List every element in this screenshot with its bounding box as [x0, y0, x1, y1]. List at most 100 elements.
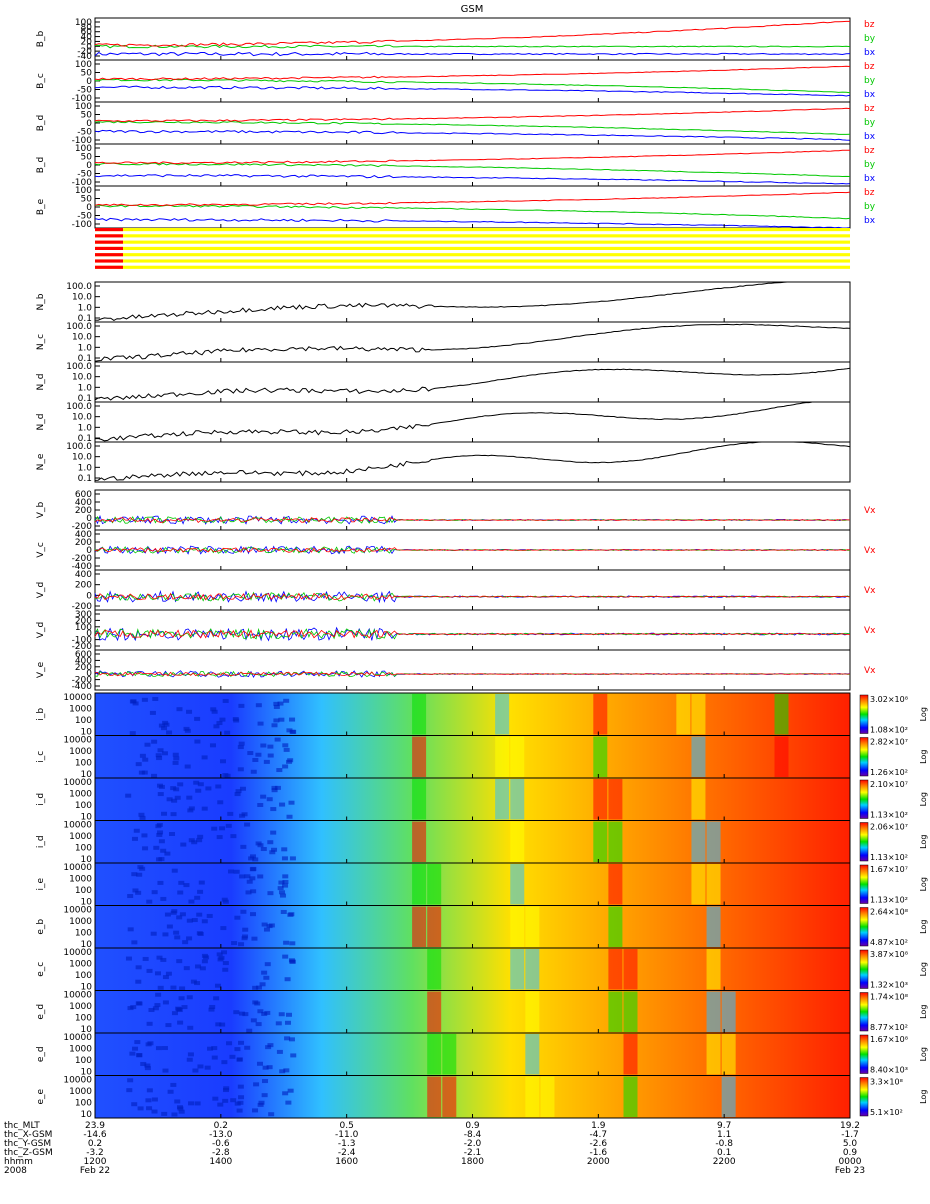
spectrogram-speckle — [273, 704, 280, 709]
spectrogram-speckle — [125, 793, 132, 798]
bz-series-line — [94, 65, 851, 81]
spectrogram-speckle — [239, 786, 246, 791]
density-series-line — [94, 401, 850, 442]
spectrogram-fill — [95, 906, 850, 948]
ytick-label: 100 — [75, 1056, 92, 1066]
ytick-label: 400 — [75, 656, 92, 666]
ytick-label: 1000 — [69, 790, 92, 800]
spectrogram-speckle — [146, 1106, 153, 1111]
spectrogram-speckle — [135, 979, 142, 984]
ytick-label: 60 — [81, 28, 93, 38]
spectrogram-band — [691, 821, 706, 862]
spectrogram-speckle — [171, 1011, 178, 1016]
ytick-label: 10.0 — [72, 453, 92, 463]
spectrogram-band — [510, 821, 525, 862]
flag-stripe-red — [95, 259, 123, 263]
ytick-label: -50 — [77, 128, 92, 138]
spectrogram-band — [510, 779, 525, 820]
spectrogram-speckle — [131, 836, 138, 841]
spectrogram-speckle — [268, 1112, 275, 1117]
colorbar-max-label: 2.06×10⁷ — [870, 823, 908, 832]
by-series-line — [95, 44, 851, 49]
panel-ylabel: V_c — [36, 542, 46, 558]
ytick-label: 10 — [81, 813, 93, 823]
spectrogram-speckle — [131, 872, 138, 877]
ytick-label: -100 — [72, 220, 93, 230]
spectrogram-speckle — [177, 890, 184, 895]
spectrogram-speckle — [242, 927, 249, 932]
ytick-label: 1.0 — [78, 383, 93, 393]
spectrogram-band — [427, 991, 442, 1032]
spectrogram-speckle — [282, 764, 289, 769]
colorbar-min-label: 1.32×10³ — [870, 981, 908, 990]
spectrogram-band — [691, 864, 706, 905]
colorbar-scale-label: Log — [919, 750, 928, 764]
spectrogram-band — [442, 1034, 457, 1075]
spectrogram-speckle — [170, 812, 177, 817]
spectrogram-speckle — [139, 753, 146, 758]
spectrogram-band — [593, 821, 608, 862]
orbit-cell: 1.1 — [717, 1130, 731, 1140]
spectrogram-speckle — [170, 786, 177, 791]
ytick-label: 10.0 — [72, 293, 92, 303]
orbit-cell: -1.7 — [841, 1130, 859, 1140]
spectrogram-speckle — [222, 1098, 229, 1103]
spectrogram-band — [623, 991, 638, 1032]
ytick-label: 10000 — [63, 1033, 92, 1043]
ytick-label: 0 — [86, 77, 92, 87]
ytick-label: -100 — [72, 136, 93, 146]
spectrogram-speckle — [238, 1095, 245, 1100]
colorbar-max-label: 1.67×10⁸ — [870, 1035, 908, 1044]
ytick-label: 100 — [75, 844, 92, 854]
spectrogram-speckle — [157, 792, 164, 797]
spectrogram-speckle — [194, 739, 201, 744]
spectrogram-speckle — [146, 1088, 153, 1093]
spectrogram-speckle — [186, 936, 193, 941]
spectrogram-band — [593, 694, 608, 735]
spectrogram-band — [427, 1034, 442, 1075]
ytick-label: 1.0 — [78, 423, 93, 433]
spectrogram-speckle — [284, 977, 291, 982]
velocity-bz-line — [95, 671, 851, 677]
spectrogram-speckle — [284, 1020, 291, 1025]
panel-ylabel: N_c — [36, 334, 46, 350]
spectrogram-band — [774, 694, 789, 735]
spectrogram-speckle — [279, 1069, 286, 1074]
spectrogram-speckle — [186, 995, 193, 1000]
spectrogram-speckle — [188, 899, 195, 904]
spectrogram-speckle — [222, 961, 229, 966]
ytick-label: 40 — [81, 33, 93, 43]
orbit-cell: 0.1 — [717, 1148, 731, 1158]
spectrogram-speckle — [287, 1088, 294, 1093]
panel-ylabel: e_d — [36, 1004, 46, 1020]
ytick-label: 400 — [75, 570, 92, 580]
ytick-label: 0 — [86, 119, 92, 129]
spectrogram-speckle — [154, 971, 161, 976]
flag-stripe — [95, 253, 850, 257]
spectrogram-speckle — [161, 1111, 168, 1116]
ytick-label: 1000 — [69, 832, 92, 842]
orbit-cell: -2.1 — [464, 1148, 482, 1158]
spectrogram-band — [540, 1076, 555, 1117]
spectrogram-band — [721, 1034, 736, 1075]
legend-bz: bz — [864, 188, 875, 198]
spectrogram-fill — [95, 821, 850, 863]
spectrogram-fill — [95, 991, 850, 1033]
spectrogram-speckle — [217, 800, 224, 805]
spectrogram-speckle — [176, 959, 183, 964]
legend-bz: bz — [864, 104, 875, 114]
spectrogram-speckle — [284, 1036, 291, 1041]
spectrogram-speckle — [222, 698, 229, 703]
spectrogram-band — [495, 779, 510, 820]
spectrogram-speckle — [215, 784, 222, 789]
spectrogram-band — [608, 864, 623, 905]
velocity-legend: Vx — [864, 626, 876, 636]
spectrogram-band — [510, 864, 525, 905]
spectrogram-speckle — [217, 1102, 224, 1107]
ytick-label: 100 — [75, 60, 92, 70]
spectrogram-speckle — [172, 760, 179, 765]
ytick-label: 0 — [86, 514, 92, 524]
spectrogram-speckle — [211, 1055, 218, 1060]
